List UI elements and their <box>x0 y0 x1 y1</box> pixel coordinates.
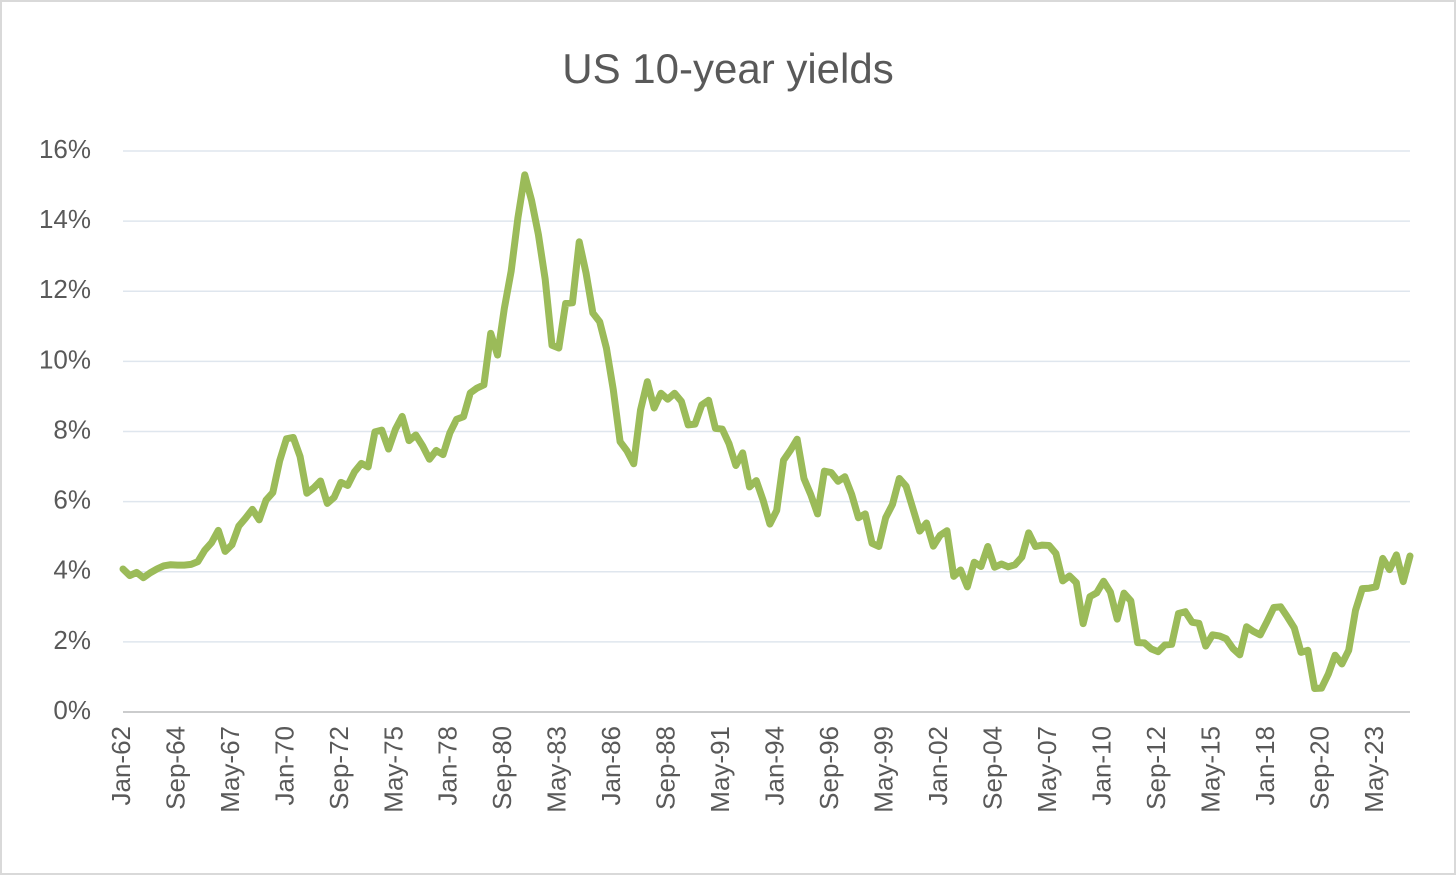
y-tick-label: 14% <box>39 204 91 234</box>
x-tick-label: May-23 <box>1359 726 1389 813</box>
x-tick-label: Jan-94 <box>760 726 790 806</box>
x-tick-label: Jan-18 <box>1250 726 1280 806</box>
x-tick-label: May-83 <box>542 726 572 813</box>
x-tick-label: Sep-64 <box>160 726 190 810</box>
y-tick-label: 0% <box>53 695 91 725</box>
y-tick-label: 4% <box>53 555 91 585</box>
x-tick-label: May-99 <box>869 726 899 813</box>
x-tick-label: Jan-78 <box>433 726 463 806</box>
x-tick-label: May-15 <box>1195 726 1225 813</box>
y-tick-label: 6% <box>53 485 91 515</box>
x-tick-label: Sep-20 <box>1304 726 1334 810</box>
x-tick-label: Jan-62 <box>106 726 136 806</box>
x-tick-label: May-91 <box>705 726 735 813</box>
line <box>119 171 1414 693</box>
x-tick-label: Sep-72 <box>324 726 354 810</box>
x-tick-label: Sep-04 <box>977 726 1007 810</box>
x-tick-label: Jan-10 <box>1086 726 1116 806</box>
chart-title: US 10-year yields <box>562 45 893 92</box>
x-tick-label: Sep-88 <box>651 726 681 810</box>
y-tick-label: 8% <box>53 414 91 444</box>
x-tick-label: Sep-96 <box>814 726 844 810</box>
y-tick-label: 16% <box>39 134 91 164</box>
x-tick-label: Sep-80 <box>487 726 517 810</box>
x-tick-label: May-67 <box>215 726 245 813</box>
x-tick-label: Jan-70 <box>269 726 299 806</box>
x-tick-label: Jan-86 <box>596 726 626 806</box>
y-tick-label: 12% <box>39 274 91 304</box>
y-tick-label: 2% <box>53 625 91 655</box>
x-tick-label: May-07 <box>1032 726 1062 813</box>
x-tick-label: May-75 <box>378 726 408 813</box>
x-tick-label: Jan-02 <box>923 726 953 806</box>
y-tick-label: 10% <box>39 344 91 374</box>
x-tick-label: Sep-12 <box>1141 726 1171 810</box>
